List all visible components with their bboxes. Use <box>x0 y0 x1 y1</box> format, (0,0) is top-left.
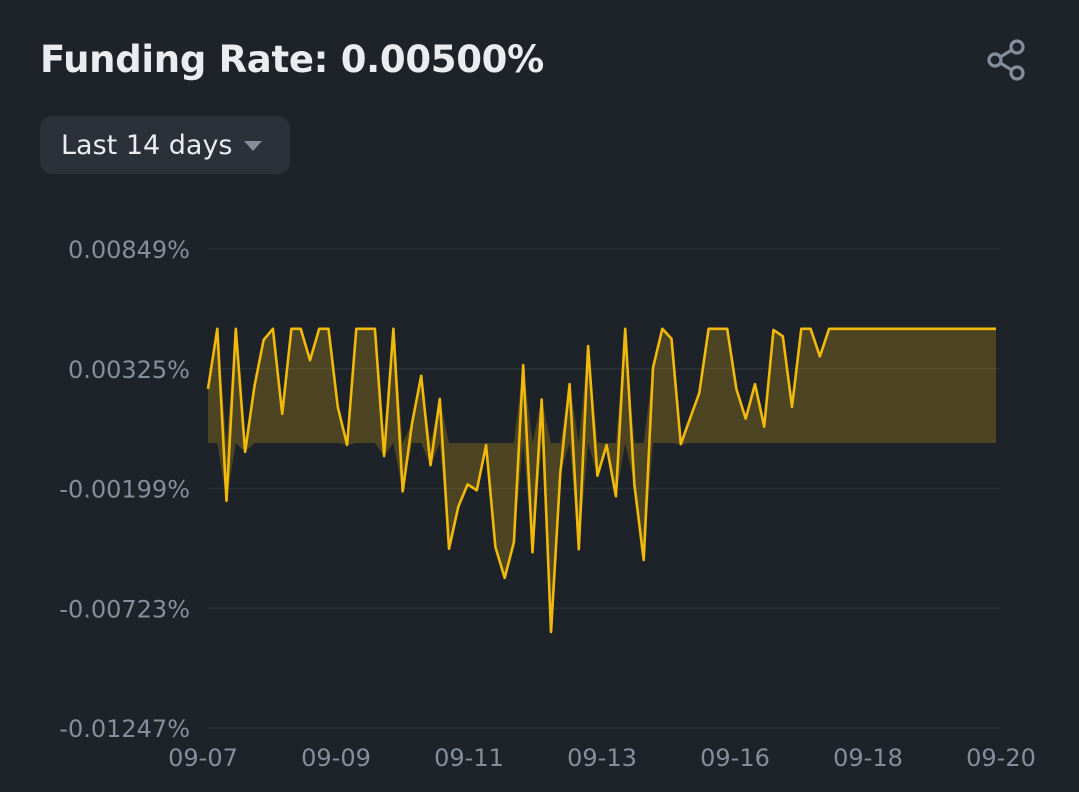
caret-down-icon <box>243 137 263 156</box>
page-title: Funding Rate: 0.00500% <box>40 38 544 81</box>
x-tick-label: 09-16 <box>700 744 770 772</box>
time-range-dropdown[interactable]: Last 14 days <box>40 116 290 174</box>
y-tick-label: -0.00199% <box>59 476 190 504</box>
x-tick-label: 09-13 <box>567 744 637 772</box>
x-tick-label: 09-11 <box>434 744 504 772</box>
x-axis-ticks: 09-07 09-09 09-11 09-13 09-16 09-18 09-20 <box>168 744 1036 772</box>
grid-lines <box>208 248 1000 729</box>
y-tick-label: -0.01247% <box>59 715 190 743</box>
x-tick-label: 09-18 <box>833 744 903 772</box>
x-tick-label: 09-09 <box>301 744 371 772</box>
area-fill-positive <box>208 328 996 443</box>
y-tick-label: 0.00849% <box>68 236 190 264</box>
time-range-label: Last 14 days <box>61 129 233 161</box>
y-tick-label: 0.00325% <box>68 356 190 384</box>
area-fill-negative <box>208 443 996 632</box>
share-icon[interactable] <box>985 38 1029 82</box>
x-tick-label: 09-20 <box>966 744 1036 772</box>
y-tick-label: -0.00723% <box>59 595 190 623</box>
y-axis-ticks: 0.00849% 0.00325% -0.00199% -0.00723% -0.012… <box>59 236 190 743</box>
funding-rate-line <box>206 327 996 634</box>
x-tick-label: 09-07 <box>168 744 238 772</box>
